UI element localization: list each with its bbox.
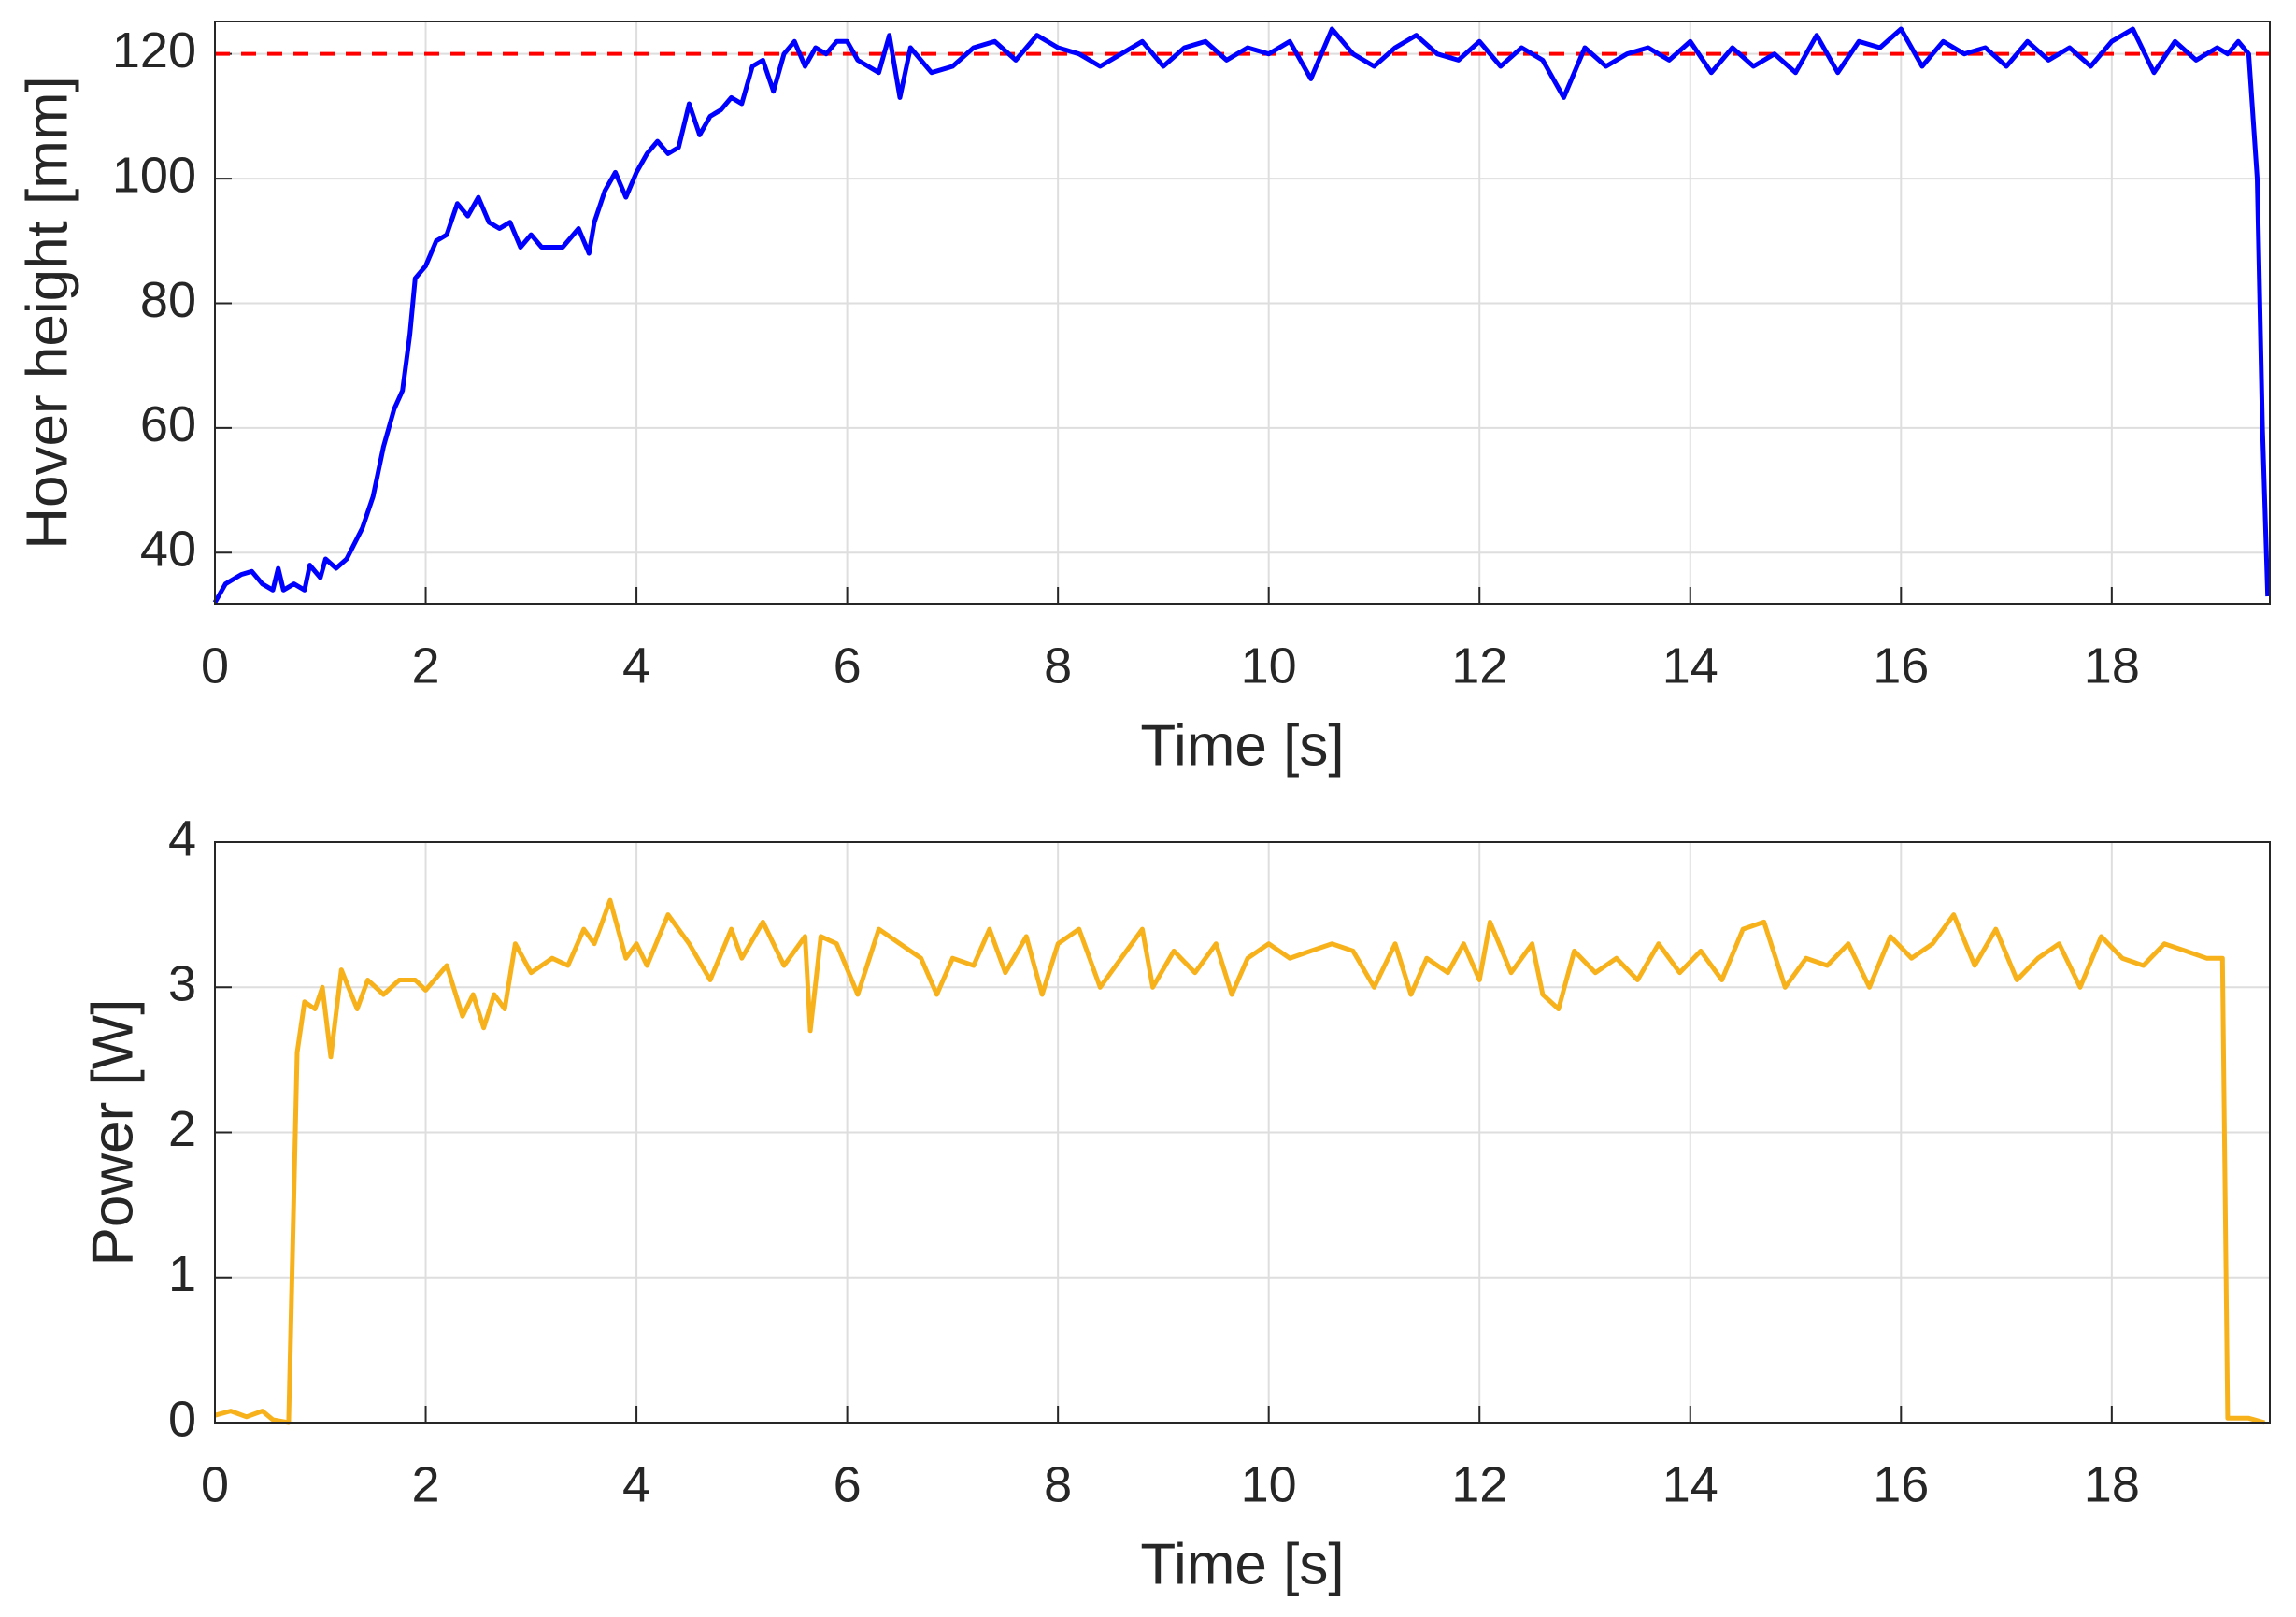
x-tick-label: 6 xyxy=(834,1456,862,1512)
x-tick-label: 0 xyxy=(201,1456,229,1512)
y-tick-label: 80 xyxy=(140,272,196,328)
plot-area xyxy=(215,21,2270,604)
y-tick-label: 0 xyxy=(168,1391,196,1447)
x-tick-label: 16 xyxy=(1873,1456,1929,1512)
x-tick-label: 16 xyxy=(1873,637,1929,694)
axes-box xyxy=(214,841,2271,1424)
data-line xyxy=(212,26,2271,604)
x-tick-label: 4 xyxy=(622,637,650,694)
x-tick-label: 4 xyxy=(622,1456,650,1512)
x-axis-label: Time [s] xyxy=(1140,1532,1344,1596)
x-tick-label: 18 xyxy=(2084,637,2140,694)
x-tick-label: 8 xyxy=(1044,637,1072,694)
x-tick-label: 12 xyxy=(1451,1456,1507,1512)
data-line xyxy=(214,897,2266,1425)
y-tick-label: 1 xyxy=(168,1246,196,1302)
y-axis-label: Power [W] xyxy=(80,999,145,1266)
y-tick-label: 2 xyxy=(168,1101,196,1157)
x-tick-label: 10 xyxy=(1241,637,1297,694)
x-tick-label: 14 xyxy=(1662,637,1718,694)
y-axis-label: Hover height [mm] xyxy=(15,76,79,550)
y-tick-label: 4 xyxy=(168,810,196,866)
x-tick-label: 8 xyxy=(1044,1456,1072,1512)
x-tick-label: 18 xyxy=(2084,1456,2140,1512)
x-tick-label: 2 xyxy=(412,1456,440,1512)
x-tick-label: 0 xyxy=(201,637,229,694)
x-tick-label: 14 xyxy=(1662,1456,1718,1512)
y-tick-label: 100 xyxy=(112,147,196,203)
y-tick-label: 120 xyxy=(112,22,196,79)
x-tick-label: 12 xyxy=(1451,637,1507,694)
x-axis-label: Time [s] xyxy=(1140,713,1344,778)
y-tick-label: 40 xyxy=(140,522,196,578)
y-tick-label: 60 xyxy=(140,396,196,452)
x-tick-label: 2 xyxy=(412,637,440,694)
y-tick-label: 3 xyxy=(168,956,196,1012)
x-tick-label: 6 xyxy=(834,637,862,694)
x-tick-label: 10 xyxy=(1241,1456,1297,1512)
axes-box xyxy=(214,21,2271,605)
